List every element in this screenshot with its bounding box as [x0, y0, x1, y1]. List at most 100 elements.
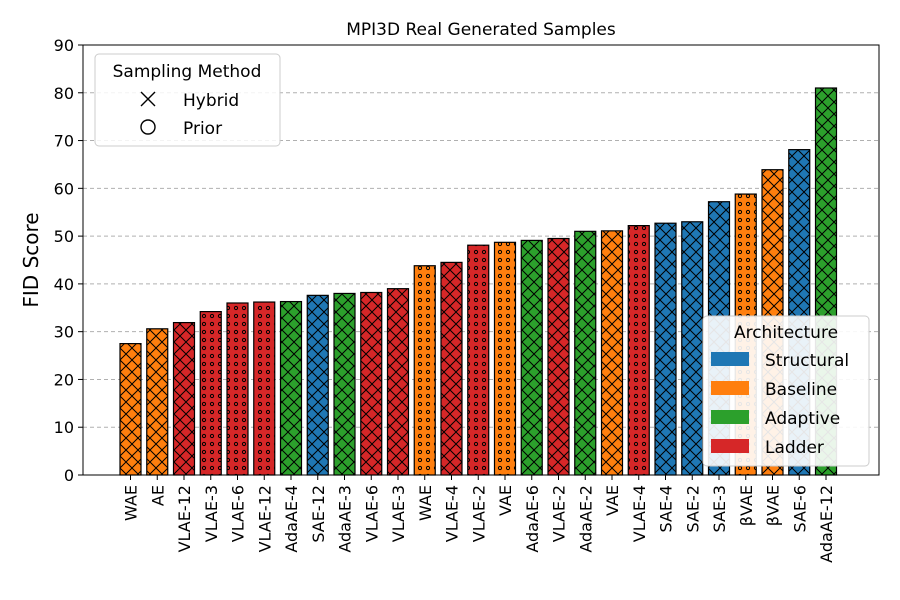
x-tick-label: VLAE-12	[255, 485, 274, 552]
bar-group	[467, 244, 490, 476]
bar-hatch	[600, 230, 624, 476]
x-tick-label: AE	[148, 485, 167, 506]
x-tick-label: SAE-6	[790, 485, 809, 532]
sampling-legend-title: Sampling Method	[113, 62, 262, 82]
structural-swatch	[711, 352, 749, 366]
y-tick-label: 10	[54, 418, 74, 437]
legend-entry-ladder: Ladder	[765, 438, 824, 458]
bar-group	[333, 292, 356, 476]
bar-hatch	[467, 244, 490, 476]
bar-group	[600, 230, 624, 476]
x-tick-label: SAE-4	[657, 485, 676, 532]
x-tick-label: AdaAE-6	[523, 485, 542, 553]
x-tick-label: SAE-2	[683, 485, 702, 532]
bar-hatch	[493, 241, 517, 476]
bar-hatch	[199, 311, 222, 476]
bar-hatch	[520, 239, 543, 476]
x-tick-label: SAE-12	[309, 485, 328, 543]
x-tick-label: VLAE-3	[202, 485, 221, 542]
bar-hatch	[333, 292, 356, 476]
y-axis-label: FID Score	[19, 212, 43, 307]
legend-entry-hybrid: Hybrid	[183, 91, 239, 111]
x-tick-label: AdaAE-2	[576, 485, 595, 553]
bar-group	[360, 291, 383, 476]
x-tick-label: WAE	[416, 485, 435, 521]
y-tick-label: 90	[54, 36, 74, 55]
bar-hatch	[440, 261, 463, 476]
x-tick-label: WAE	[122, 485, 141, 521]
ladder-swatch	[711, 439, 749, 453]
x-tick-label: VLAE-3	[389, 485, 408, 542]
sampling-legend: Sampling Method Hybrid Prior	[94, 53, 281, 147]
legend-entry-structural: Structural	[765, 351, 849, 371]
x-tick-label: VLAE-2	[550, 485, 569, 542]
bar-hatch	[253, 301, 276, 476]
x-tick-label: VAE	[496, 485, 515, 516]
bar-hatch	[226, 302, 249, 476]
bar-hatch	[279, 300, 303, 476]
bar-group	[226, 302, 249, 476]
bar-hatch	[386, 288, 410, 476]
x-tick-label: βVAE	[764, 485, 783, 526]
plot-frame	[82, 44, 880, 476]
baseline-swatch	[711, 381, 749, 395]
bar-group	[413, 265, 436, 476]
x-tick-label: AdaAE-3	[336, 485, 355, 553]
bar-group	[386, 288, 410, 476]
bar-group	[119, 343, 142, 476]
bar-group	[146, 328, 169, 476]
y-axis-ticks: 0 10 20 30 40 50 60 70 80 90	[54, 36, 83, 485]
y-tick-label: 50	[54, 227, 74, 246]
bar-hatch	[413, 265, 436, 476]
y-tick-label: 70	[54, 132, 74, 151]
x-tick-label: VLAE-2	[469, 485, 488, 542]
bar-group	[654, 222, 677, 476]
bar-group	[306, 294, 329, 476]
x-tick-label: AdaAE-4	[282, 485, 301, 553]
legend-entry-prior: Prior	[183, 119, 222, 139]
chart-title: MPI3D Real Generated Samples	[346, 20, 616, 40]
bar-hatch	[681, 221, 704, 476]
bar-hatch	[627, 225, 650, 476]
bar-group	[279, 300, 303, 476]
bar-group	[440, 261, 463, 476]
bar-group	[172, 321, 196, 476]
bar-hatch	[654, 222, 677, 476]
bar-hatch	[574, 230, 597, 476]
bar-hatch	[172, 321, 196, 476]
y-tick-label: 30	[54, 323, 74, 342]
architecture-legend-title: Architecture	[734, 323, 838, 343]
bar-group	[547, 237, 570, 476]
x-axis-ticks: WAE AE VLAE-12 VLAE-3 VLAE-6 VLAE-12 AdaAE-4 SA…	[122, 475, 836, 563]
y-tick-label: 20	[54, 370, 74, 389]
bar-hatch	[146, 328, 169, 476]
y-tick-label: 0	[64, 466, 74, 485]
prior-marker-icon	[140, 119, 156, 135]
bar-group	[493, 241, 517, 476]
bar-hatch	[119, 343, 142, 476]
y-tick-label: 40	[54, 275, 74, 294]
y-tick-label: 80	[54, 84, 74, 103]
legend-entry-adaptive: Adaptive	[765, 409, 840, 429]
bar-hatch	[306, 294, 329, 476]
x-tick-label: VAE	[603, 485, 622, 516]
x-tick-label: VLAE-6	[362, 485, 381, 542]
architecture-legend: Architecture Structural Baseline Adaptiv…	[702, 315, 870, 467]
bar-group	[627, 225, 650, 476]
adaptive-swatch	[711, 410, 749, 424]
bar-hatch	[360, 291, 383, 476]
y-tick-label: 60	[54, 179, 74, 198]
bar-group	[199, 311, 222, 476]
hybrid-marker-icon	[140, 91, 156, 107]
bar-group	[520, 239, 543, 476]
bar-hatch	[547, 237, 570, 476]
bar-group	[574, 230, 597, 476]
x-tick-label: VLAE-12	[175, 485, 194, 552]
sampling-legend-box	[94, 53, 281, 147]
x-tick-label: VLAE-4	[443, 485, 462, 542]
bar-group	[253, 301, 276, 476]
legend-entry-baseline: Baseline	[765, 380, 837, 400]
x-tick-label: SAE-3	[710, 485, 729, 532]
bar-group	[681, 221, 704, 476]
